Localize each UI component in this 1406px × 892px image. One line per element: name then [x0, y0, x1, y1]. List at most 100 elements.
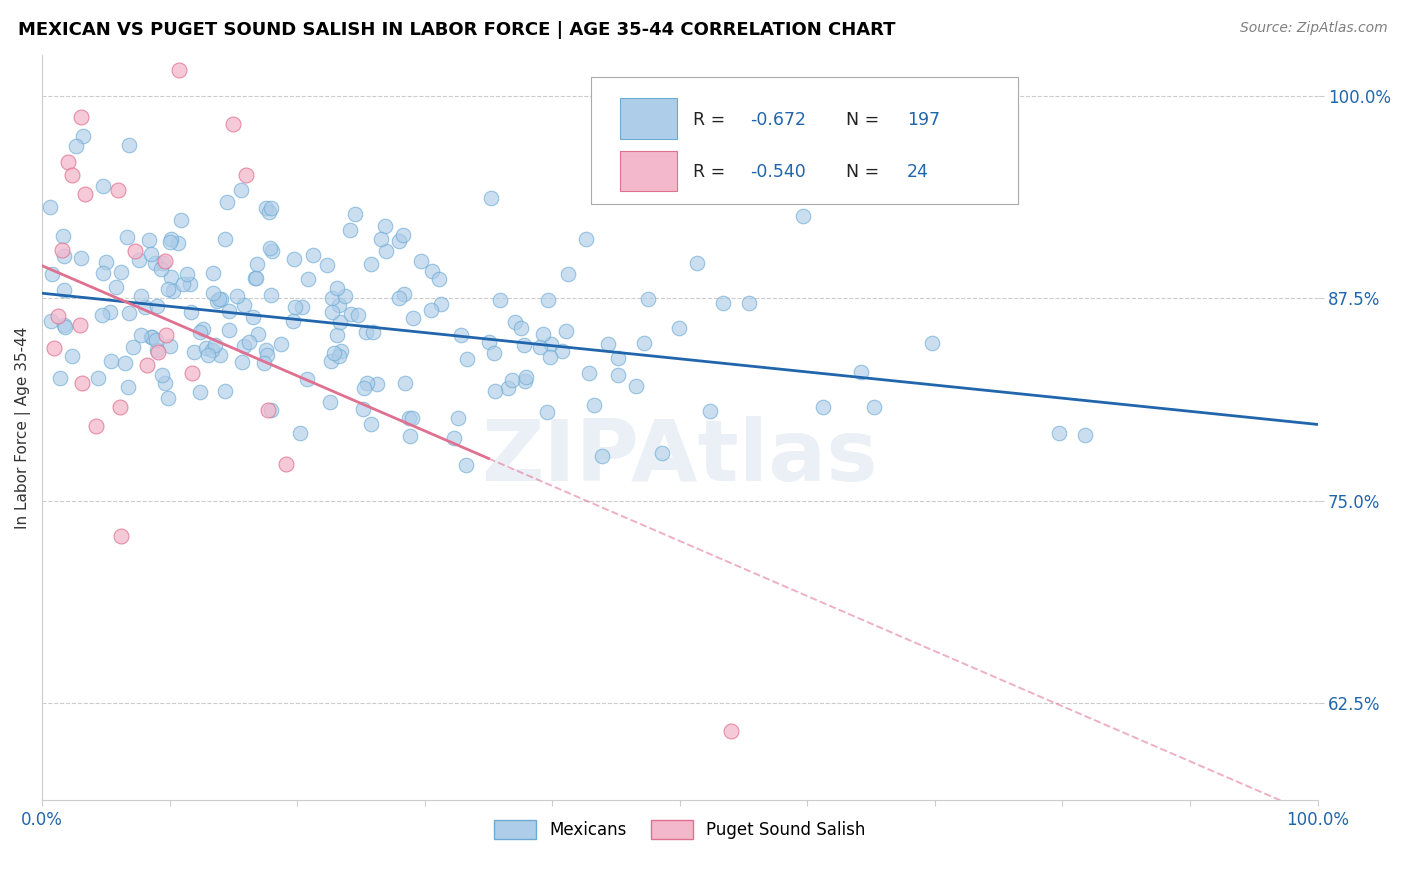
Text: N =: N = — [845, 163, 884, 181]
Point — [159, 235, 181, 249]
Point — [128, 252, 150, 267]
Point — [214, 232, 236, 246]
Point — [354, 326, 377, 340]
Point — [129, 328, 152, 343]
Point — [557, 267, 579, 281]
Point — [551, 344, 574, 359]
Point — [155, 328, 177, 343]
Point — [478, 334, 501, 349]
Point — [105, 280, 128, 294]
Point — [193, 322, 215, 336]
Point — [531, 327, 554, 342]
Point — [100, 353, 122, 368]
Point — [259, 205, 281, 219]
Point — [536, 404, 558, 418]
Point — [218, 303, 240, 318]
Point — [699, 404, 721, 418]
Point — [117, 380, 139, 394]
Point — [201, 266, 224, 280]
Point — [863, 401, 886, 415]
Point — [179, 277, 201, 291]
Point — [246, 327, 269, 342]
Point — [246, 257, 269, 271]
Point — [360, 256, 382, 270]
Point — [115, 230, 138, 244]
Point — [235, 169, 257, 183]
Point — [668, 321, 690, 335]
Point — [606, 351, 628, 366]
Point — [215, 194, 238, 209]
Text: -0.540: -0.540 — [749, 163, 806, 181]
Point — [302, 247, 325, 261]
Point — [537, 293, 560, 307]
Point — [195, 341, 218, 355]
Point — [52, 228, 75, 243]
Point — [489, 293, 512, 307]
Point — [162, 284, 184, 298]
Point — [53, 318, 76, 332]
Point — [456, 458, 478, 472]
Point — [288, 425, 311, 440]
Legend: Mexicans, Puget Sound Salish: Mexicans, Puget Sound Salish — [488, 813, 872, 846]
Point — [201, 286, 224, 301]
Text: R =: R = — [693, 111, 730, 129]
Point — [328, 350, 350, 364]
Point — [70, 252, 93, 266]
Point — [513, 338, 536, 352]
Point — [70, 110, 93, 124]
Point — [146, 343, 169, 357]
Point — [118, 306, 141, 320]
Point — [141, 330, 163, 344]
FancyBboxPatch shape — [620, 98, 678, 139]
Point — [737, 295, 759, 310]
Point — [398, 429, 420, 443]
Point — [792, 209, 814, 223]
Point — [211, 292, 233, 306]
Point — [343, 207, 366, 221]
Point — [232, 298, 254, 312]
Point — [176, 267, 198, 281]
Point — [150, 368, 173, 382]
Point — [446, 411, 468, 425]
FancyBboxPatch shape — [591, 78, 1018, 204]
Point — [291, 300, 314, 314]
Point — [135, 358, 157, 372]
Point — [208, 292, 231, 306]
Point — [91, 266, 114, 280]
Point — [394, 376, 416, 391]
Point — [253, 356, 276, 370]
Point — [538, 350, 561, 364]
Point — [153, 253, 176, 268]
Point — [540, 337, 562, 351]
Point — [555, 324, 578, 338]
Point — [58, 155, 80, 169]
Point — [73, 187, 96, 202]
Point — [637, 292, 659, 306]
Point — [375, 244, 398, 259]
Point — [254, 201, 277, 215]
Point — [146, 299, 169, 313]
Point — [361, 325, 384, 339]
Point — [360, 417, 382, 431]
Point — [484, 384, 506, 398]
Point — [39, 314, 62, 328]
Point — [326, 327, 349, 342]
Point — [366, 377, 388, 392]
Point — [402, 310, 425, 325]
Point — [167, 62, 190, 77]
Point — [315, 258, 337, 272]
Point — [170, 213, 193, 227]
Point — [624, 379, 647, 393]
Point — [149, 262, 172, 277]
Point — [420, 264, 443, 278]
Point — [172, 277, 194, 292]
Point — [297, 271, 319, 285]
Point — [388, 234, 411, 248]
Point — [260, 403, 283, 417]
Point — [257, 402, 280, 417]
Point — [443, 431, 465, 445]
Point — [243, 270, 266, 285]
Point — [205, 293, 228, 308]
Point — [145, 333, 167, 347]
Point — [607, 368, 630, 382]
